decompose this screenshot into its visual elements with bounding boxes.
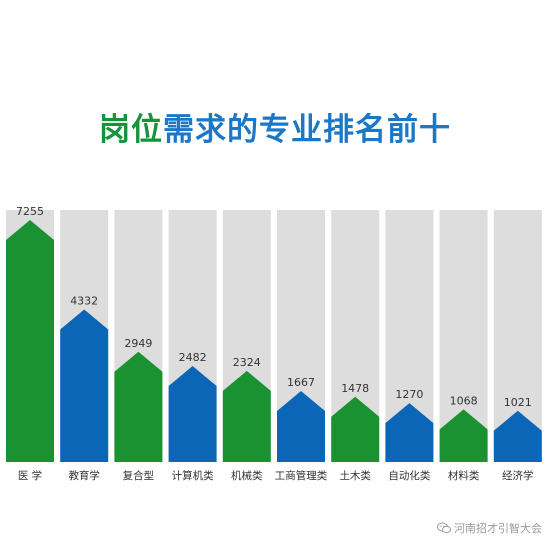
bar	[114, 351, 163, 462]
data-label: 1270	[395, 388, 423, 401]
category-label: 自动化类	[388, 469, 430, 482]
wechat-icon	[437, 522, 451, 534]
data-label: 1068	[450, 394, 478, 407]
category-label: 机械类	[231, 469, 263, 482]
category-label: 复合型	[123, 469, 155, 482]
data-label: 4332	[70, 294, 98, 307]
category-label: 教育学	[68, 469, 100, 482]
category-label: 土木类	[339, 469, 371, 482]
chart-title-char: 排	[323, 112, 355, 148]
watermark: 河南招才引智大会	[437, 520, 542, 536]
chart-title-char: 专	[259, 112, 291, 148]
data-label: 1667	[287, 376, 315, 389]
watermark-text: 河南招才引智大会	[454, 522, 542, 535]
bar	[168, 366, 217, 462]
chart-title-char: 名	[355, 112, 387, 148]
chart-title-char: 需	[163, 112, 195, 148]
bar	[385, 403, 434, 462]
chart-title: 岗位需求的专业排名前十	[0, 110, 550, 150]
category-label: 材料类	[448, 469, 480, 482]
data-label: 2482	[179, 351, 207, 364]
chart-title-char: 十	[419, 112, 451, 148]
data-label: 2949	[124, 337, 152, 350]
data-label: 1021	[504, 396, 532, 409]
bar	[493, 410, 542, 462]
chart-title-char: 的	[227, 112, 259, 148]
data-label: 1478	[341, 382, 369, 395]
data-label: 2324	[233, 356, 261, 369]
bar	[439, 409, 488, 462]
chart-title-char: 位	[131, 112, 163, 148]
bar	[60, 309, 109, 462]
bar	[331, 396, 380, 462]
data-label: 7255	[16, 205, 44, 218]
category-label: 工商管理类	[275, 469, 328, 482]
chart-title-char: 业	[291, 112, 323, 148]
category-label: 经济学	[502, 469, 534, 482]
bar	[6, 220, 54, 462]
chart-title-char: 岗	[99, 112, 131, 148]
chart-title-char: 求	[195, 112, 227, 148]
bar	[222, 370, 271, 462]
bar	[277, 390, 325, 462]
category-label: 医 学	[18, 469, 42, 482]
category-label: 计算机类	[172, 469, 214, 482]
chart-title-char: 前	[387, 112, 419, 148]
